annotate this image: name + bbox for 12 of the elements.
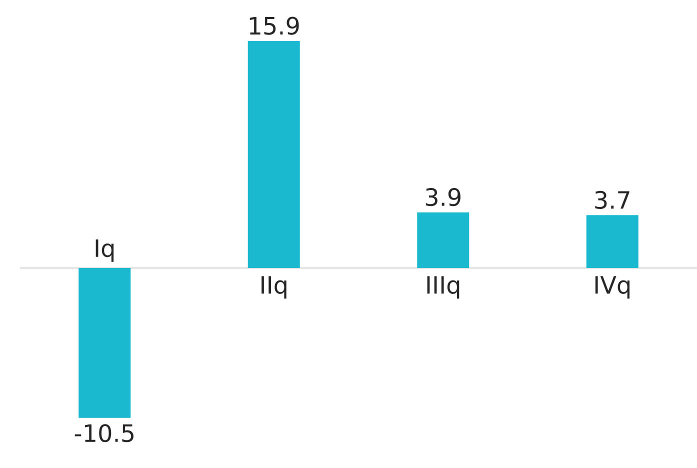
bar	[78, 268, 131, 418]
x-tick-label: IVq	[595, 276, 630, 299]
data-label: -10.5	[74, 424, 134, 442]
bar	[586, 215, 638, 268]
data-label: 3.7	[595, 190, 630, 209]
data-label: 15.9	[250, 16, 299, 35]
x-tick-label: IIq	[262, 276, 286, 299]
bar	[417, 212, 470, 268]
data-label: 3.9	[426, 188, 460, 206]
x-tick-label: Iq	[96, 239, 114, 262]
x-tick-label: IIIq	[427, 276, 460, 299]
bar	[248, 40, 300, 268]
